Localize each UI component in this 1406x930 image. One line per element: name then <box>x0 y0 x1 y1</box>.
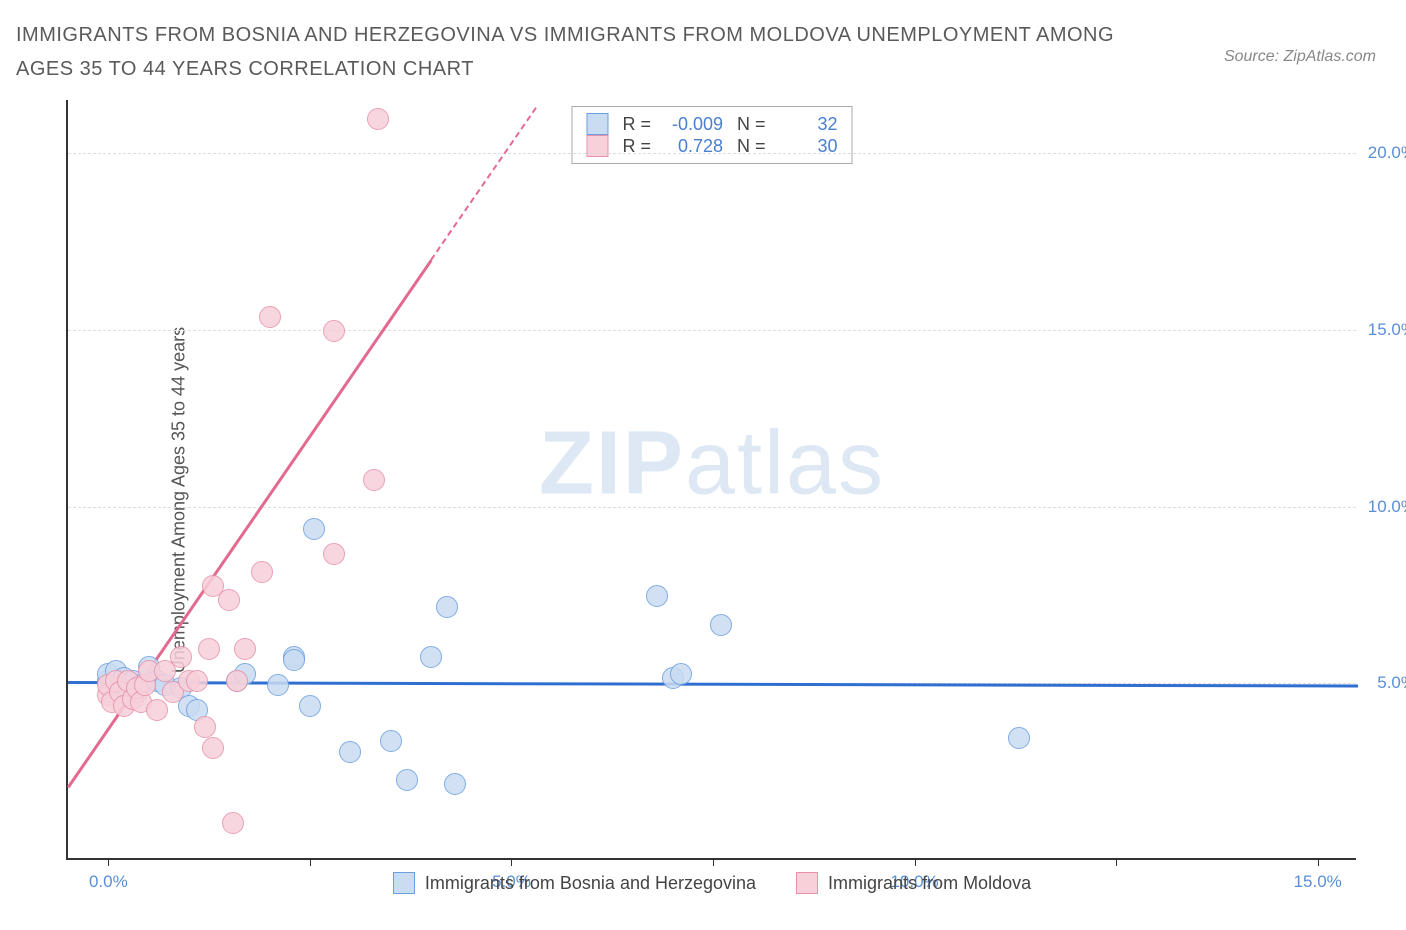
data-point <box>670 663 692 685</box>
data-point <box>367 108 389 130</box>
data-point <box>194 716 216 738</box>
data-point <box>710 614 732 636</box>
legend-item: Immigrants from Moldova <box>796 872 1031 894</box>
data-point <box>259 306 281 328</box>
data-point <box>146 699 168 721</box>
legend-swatch <box>586 113 608 135</box>
data-point <box>198 638 220 660</box>
data-point <box>323 320 345 342</box>
gridline <box>68 330 1356 331</box>
legend-label: Immigrants from Bosnia and Herzegovina <box>425 873 756 894</box>
legend-label: Immigrants from Moldova <box>828 873 1031 894</box>
legend-item: Immigrants from Bosnia and Herzegovina <box>393 872 756 894</box>
data-point <box>186 670 208 692</box>
r-label: R = <box>622 114 651 135</box>
x-tick <box>915 858 916 866</box>
x-tick <box>108 858 109 866</box>
data-point <box>396 769 418 791</box>
x-tick <box>1318 858 1319 866</box>
data-point <box>251 561 273 583</box>
legend: Immigrants from Bosnia and Herzegovina Im… <box>68 872 1356 894</box>
data-point <box>444 773 466 795</box>
gridline <box>68 153 1356 154</box>
data-point <box>267 674 289 696</box>
y-tick-label: 20.0% <box>1368 143 1406 163</box>
x-tick <box>511 858 512 866</box>
data-point <box>1008 727 1030 749</box>
data-point <box>339 741 361 763</box>
data-point <box>363 469 385 491</box>
n-value: 32 <box>780 114 838 135</box>
data-point <box>380 730 402 752</box>
y-tick-label: 10.0% <box>1368 497 1406 517</box>
y-tick-label: 15.0% <box>1368 320 1406 340</box>
x-tick <box>1116 858 1117 866</box>
r-value: -0.009 <box>665 114 723 135</box>
data-point <box>222 812 244 834</box>
x-tick <box>310 858 311 866</box>
data-point <box>170 646 192 668</box>
data-point <box>646 585 668 607</box>
n-label: N = <box>737 114 766 135</box>
legend-swatch <box>393 872 415 894</box>
scatter-plot: ZIPatlas R =-0.009N =32R =0.728N =30 5.0… <box>66 100 1356 860</box>
data-point <box>436 596 458 618</box>
data-point <box>202 737 224 759</box>
data-point <box>234 638 256 660</box>
data-point <box>420 646 442 668</box>
data-point <box>303 518 325 540</box>
x-tick <box>713 858 714 866</box>
chart-container: Unemployment Among Ages 35 to 44 years Z… <box>16 100 1390 900</box>
watermark: ZIPatlas <box>539 412 885 515</box>
data-point <box>218 589 240 611</box>
data-point <box>283 649 305 671</box>
stats-box: R =-0.009N =32R =0.728N =30 <box>571 106 852 164</box>
page-title: IMMIGRANTS FROM BOSNIA AND HERZEGOVINA V… <box>16 18 1116 86</box>
data-point <box>299 695 321 717</box>
data-point <box>323 543 345 565</box>
y-tick-label: 5.0% <box>1377 673 1406 693</box>
trend-line-extension <box>430 108 536 261</box>
legend-swatch <box>796 872 818 894</box>
data-point <box>226 670 248 692</box>
source-label: Source: ZipAtlas.com <box>1224 48 1376 66</box>
stats-row: R = -0.009 N = 32 <box>586 113 837 135</box>
